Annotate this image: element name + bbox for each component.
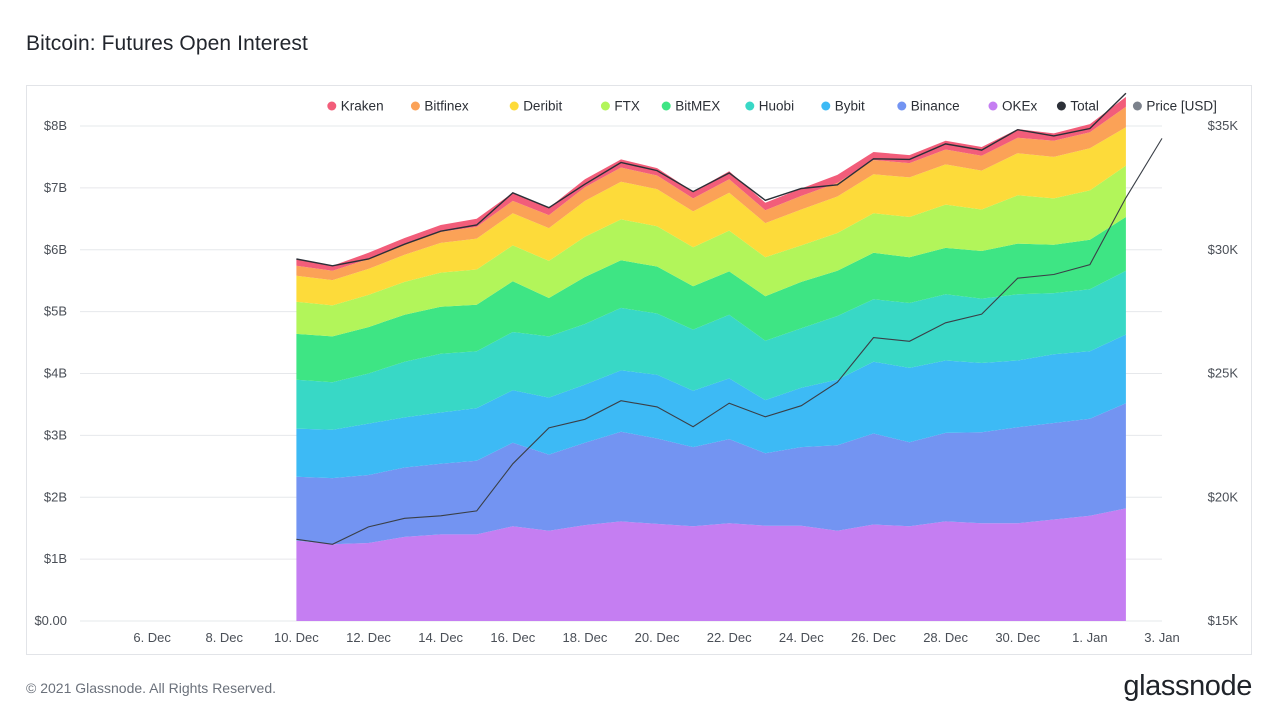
x-tick-label: 28. Dec (923, 630, 968, 645)
x-tick-label: 14. Dec (418, 630, 463, 645)
legend-label: Total (1070, 99, 1099, 114)
legend-item-bitfinex[interactable]: Bitfinex (410, 99, 469, 114)
legend-label: Huobi (759, 99, 794, 114)
page-title: Bitcoin: Futures Open Interest (26, 32, 308, 55)
legend-marker (509, 101, 519, 111)
line-total (296, 92, 1127, 267)
x-tick-label: 10. Dec (274, 630, 319, 645)
legend-marker (1132, 101, 1142, 111)
x-tick-label: 1. Jan (1072, 630, 1107, 645)
y-right-tick-label: $25K (1208, 366, 1239, 381)
legend-label: OKEx (1002, 99, 1038, 114)
area-deribit (296, 127, 1126, 306)
glassnode-logo[interactable]: glassnode (1123, 670, 1252, 702)
area-bitfinex (296, 106, 1126, 281)
chart-frame: $0.00 $1B $2B $3B $4B $5B $6B $7B $8B $15K $20K $25… (26, 85, 1252, 655)
legend-marker (600, 101, 610, 111)
y-left-tick-label: $3B (44, 427, 67, 442)
legend-item-price-usd[interactable]: Price [USD] (1132, 99, 1217, 114)
area-ftx (296, 165, 1126, 337)
legend-marker (410, 101, 420, 111)
legend-marker (745, 101, 755, 111)
legend-item-kraken[interactable]: Kraken (327, 99, 384, 114)
legend-marker (897, 101, 907, 111)
x-tick-label: 26. Dec (851, 630, 896, 645)
x-tick-label: 22. Dec (707, 630, 752, 645)
legend-item-deribit[interactable]: Deribit (509, 99, 563, 114)
legend-label: Bitfinex (424, 99, 469, 114)
area-kraken (296, 96, 1126, 271)
area-okex (296, 508, 1126, 621)
y-left-tick-label: $8B (44, 118, 67, 133)
y-left-tick-label: $1B (44, 551, 67, 566)
legend-item-binance[interactable]: Binance (897, 99, 960, 114)
y-left-tick-label: $2B (44, 489, 67, 504)
legend-label: Bybit (835, 99, 865, 114)
legend-label: BitMEX (675, 99, 720, 114)
copyright-text: © 2021 Glassnode. All Rights Reserved. (26, 680, 277, 696)
y-left-tick-label: $5B (44, 304, 67, 319)
x-tick-label: 6. Dec (133, 630, 171, 645)
x-tick-label: 12. Dec (346, 630, 391, 645)
legend-label: FTX (614, 99, 640, 114)
legend-item-huobi[interactable]: Huobi (745, 99, 794, 114)
legend-label: Price [USD] (1146, 99, 1217, 114)
y-right-tick-label: $15K (1208, 613, 1239, 628)
legend-marker (661, 101, 671, 111)
y-left-tick-label: $4B (44, 366, 67, 381)
x-tick-label: 24. Dec (779, 630, 824, 645)
y-right-tick-label: $20K (1208, 489, 1239, 504)
legend-marker (1056, 101, 1066, 111)
x-tick-label: 3. Jan (1144, 630, 1179, 645)
area-bybit (296, 334, 1126, 479)
legend-label: Kraken (341, 99, 384, 114)
legend-marker (327, 101, 337, 111)
y-right-tick-label: $30K (1208, 242, 1239, 257)
area-huobi (296, 270, 1126, 430)
x-tick-label: 8. Dec (205, 630, 243, 645)
legend-item-bitmex[interactable]: BitMEX (661, 99, 721, 114)
legend-item-okex[interactable]: OKEx (988, 99, 1038, 114)
legend-marker (821, 101, 831, 111)
line-price-usd (296, 138, 1163, 545)
legend-label: Binance (911, 99, 960, 114)
area-binance (296, 403, 1126, 545)
legend-item-ftx[interactable]: FTX (600, 99, 640, 114)
futures-open-interest-chart[interactable]: $0.00 $1B $2B $3B $4B $5B $6B $7B $8B $15K $20K $25… (27, 86, 1253, 656)
x-tick-label: 18. Dec (563, 630, 608, 645)
area-bitmex (296, 217, 1126, 383)
legend-item-bybit[interactable]: Bybit (821, 99, 865, 114)
y-left-tick-label: $7B (44, 180, 67, 195)
legend-marker (988, 101, 998, 111)
y-left-tick-label: $0.00 (34, 613, 67, 628)
legend-item-total[interactable]: Total (1056, 99, 1099, 114)
x-tick-label: 30. Dec (995, 630, 1040, 645)
y-right-tick-label: $35K (1208, 118, 1239, 133)
x-tick-label: 16. Dec (490, 630, 535, 645)
legend-label: Deribit (523, 99, 562, 114)
y-left-tick-label: $6B (44, 242, 67, 257)
x-tick-label: 20. Dec (635, 630, 680, 645)
